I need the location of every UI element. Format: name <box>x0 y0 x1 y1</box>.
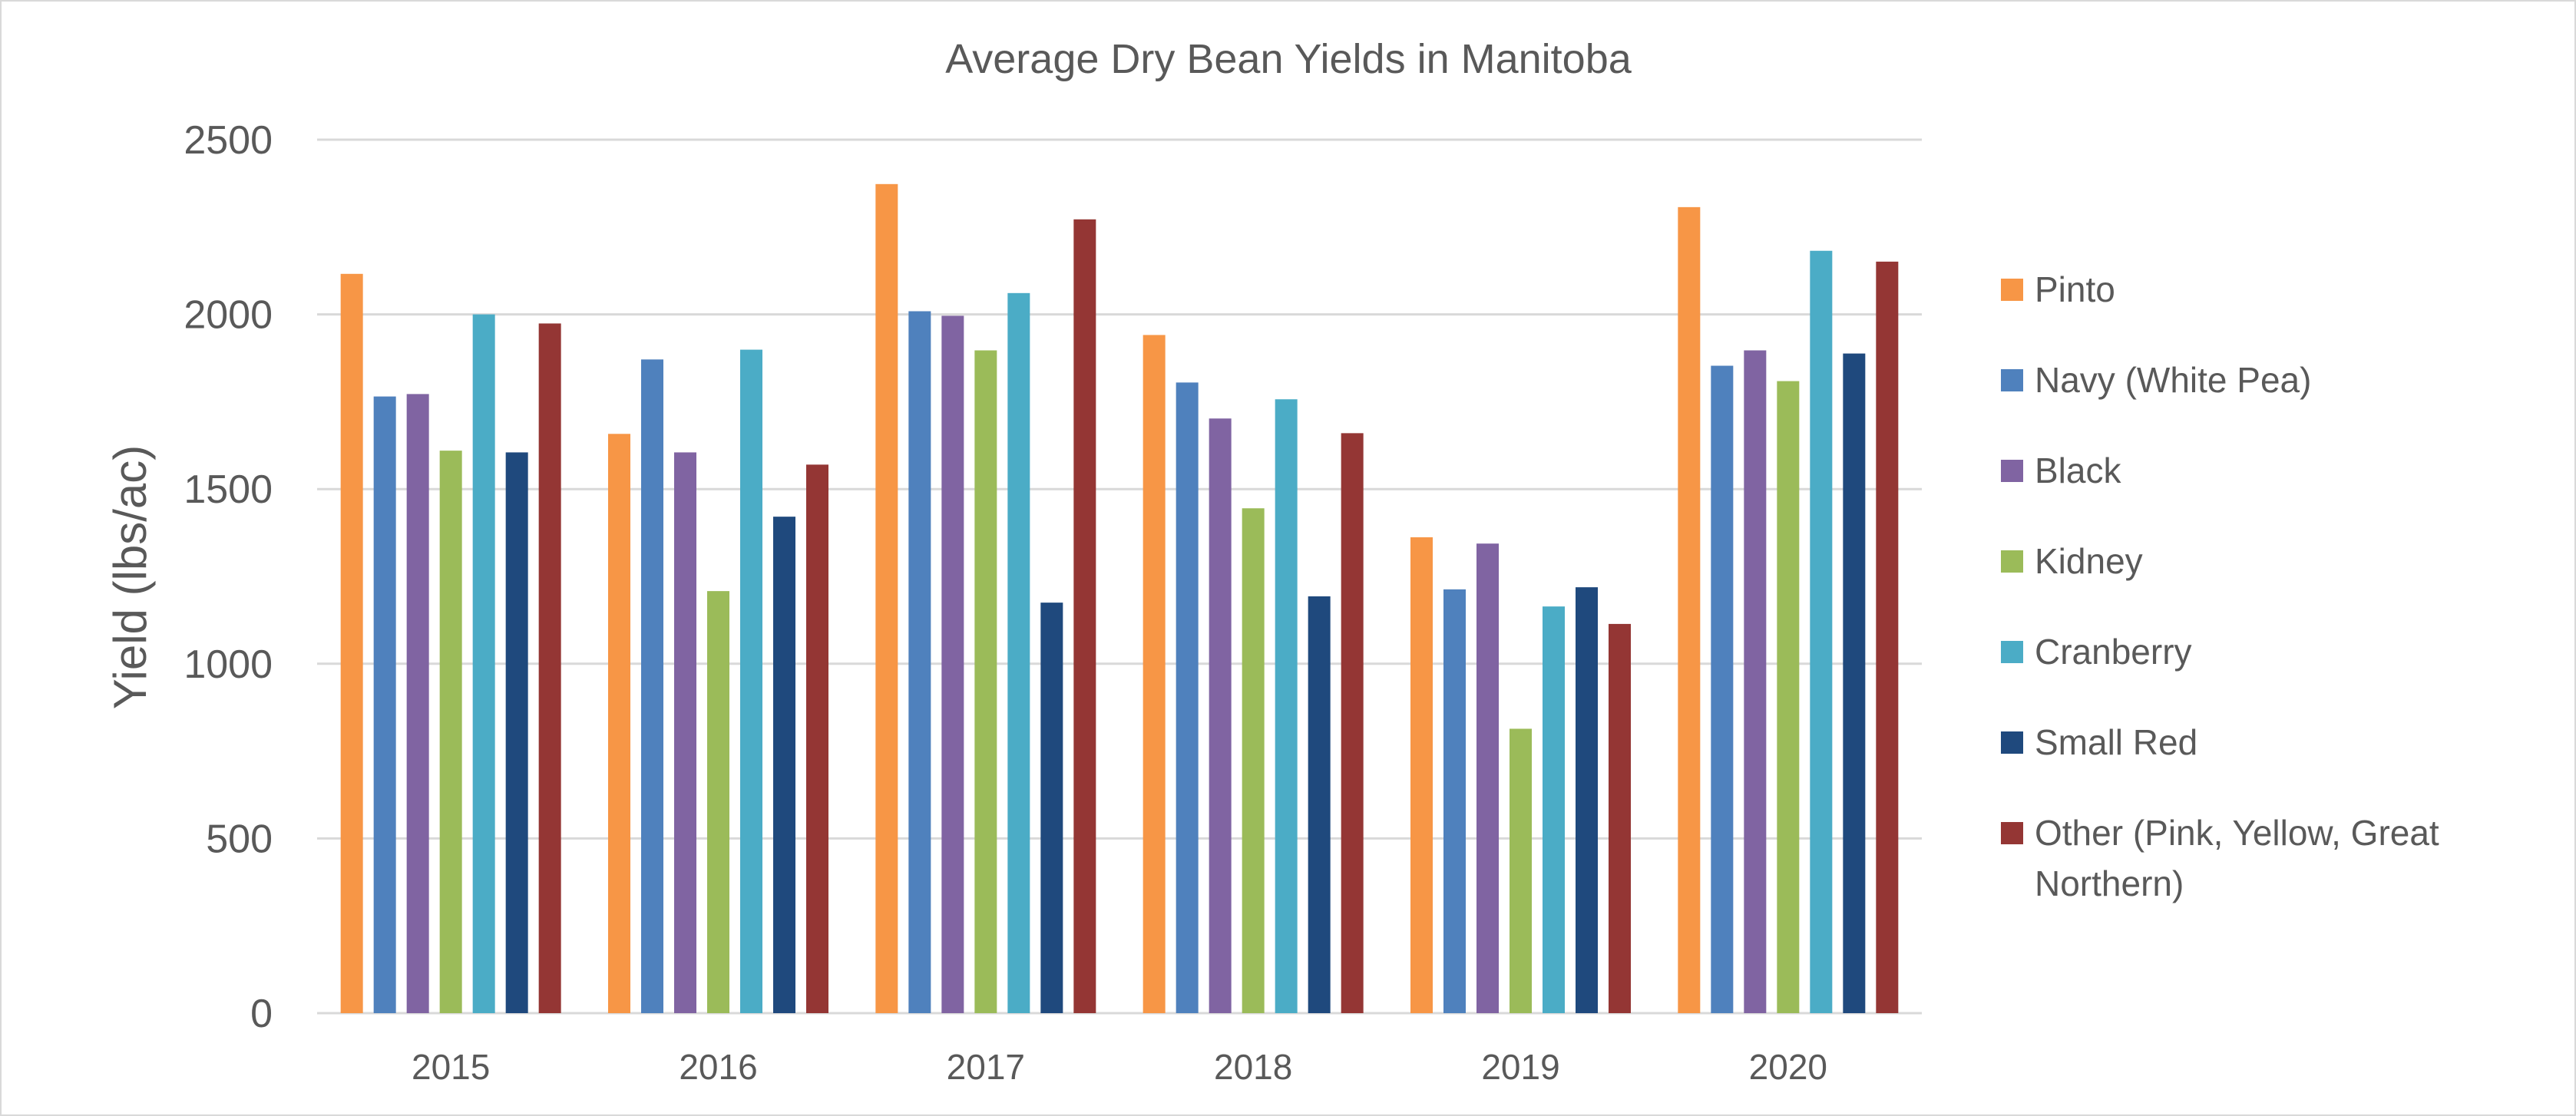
x-tick-label: 2020 <box>1749 1047 1827 1087</box>
legend-label: Kidney <box>2035 541 2143 581</box>
bar-other-2015 <box>538 323 561 1014</box>
y-axis-title: Yield (lbs/ac) <box>104 445 156 710</box>
bar-small-2019 <box>1576 587 1598 1013</box>
legend-item: Pinto <box>2001 269 2115 309</box>
bar-kidney-2015 <box>439 451 462 1013</box>
legend-label: Cranberry <box>2035 632 2192 672</box>
legend: Pinto Navy (White Pea) Black Kidney Cranberr… <box>2001 269 2439 903</box>
bar-other-2018 <box>1341 433 1364 1013</box>
bar-kidney-2019 <box>1510 728 1532 1013</box>
bar-pinto-2015 <box>340 273 363 1013</box>
legend-swatch <box>2001 822 2023 844</box>
legend-swatch <box>2001 550 2023 573</box>
bar-navy-2015 <box>373 396 396 1013</box>
legend-swatch <box>2001 369 2023 391</box>
bar-navy-2020 <box>1711 365 1734 1013</box>
bar-pinto-2020 <box>1678 206 1701 1013</box>
bar-pinto-2018 <box>1143 335 1166 1013</box>
bar-small-2015 <box>505 452 528 1013</box>
bar-kidney-2016 <box>707 591 729 1013</box>
bar-cranberry-2019 <box>1543 606 1565 1013</box>
legend-item: Navy (White Pea) <box>2001 360 2311 400</box>
bar-navy-2018 <box>1176 382 1199 1013</box>
legend-label: Northern) <box>2035 863 2184 903</box>
chart-title: Average Dry Bean Yields in Manitoba <box>945 36 1632 82</box>
bar-other-2016 <box>806 464 828 1013</box>
y-tick-label: 2500 <box>184 118 273 163</box>
bar-other-2020 <box>1876 261 1899 1013</box>
legend-item: Black <box>2001 451 2121 490</box>
bar-navy-2019 <box>1443 589 1466 1013</box>
legend-label: Small Red <box>2035 722 2197 762</box>
bar-other-2017 <box>1073 219 1096 1013</box>
legend-swatch <box>2001 641 2023 663</box>
y-tick-label: 0 <box>250 992 273 1036</box>
legend-label: Navy (White Pea) <box>2035 360 2311 400</box>
bar-other-2019 <box>1609 623 1631 1013</box>
bar-kidney-2020 <box>1777 381 1800 1013</box>
legend-item: Kidney <box>2001 541 2143 581</box>
bar-small-2018 <box>1308 596 1331 1013</box>
bar-cranberry-2017 <box>1007 292 1030 1014</box>
bar-small-2017 <box>1040 603 1063 1013</box>
y-tick-label: 500 <box>206 817 273 861</box>
bar-cranberry-2015 <box>472 314 495 1014</box>
legend-label: Other (Pink, Yellow, Great <box>2035 813 2439 853</box>
legend-label: Black <box>2035 451 2121 490</box>
y-axis-ticks: 0 500 1000 1500 2000 2500 <box>184 118 273 1036</box>
bar-black-2018 <box>1209 418 1232 1013</box>
bar-black-2015 <box>406 394 429 1013</box>
x-tick-label: 2019 <box>1481 1047 1559 1087</box>
bar-cranberry-2020 <box>1810 250 1833 1013</box>
bar-cranberry-2016 <box>740 349 762 1013</box>
x-tick-label: 2018 <box>1214 1047 1292 1087</box>
bar-small-2020 <box>1843 353 1866 1013</box>
bar-black-2017 <box>941 315 964 1014</box>
y-tick-label: 2000 <box>184 293 273 338</box>
legend-item: Other (Pink, Yellow, Great Northern) <box>2001 813 2439 903</box>
bar-navy-2016 <box>641 359 663 1013</box>
bar-pinto-2019 <box>1410 537 1433 1013</box>
legend-item: Small Red <box>2001 722 2197 762</box>
bar-pinto-2017 <box>875 183 898 1013</box>
bar-navy-2017 <box>908 311 931 1014</box>
bar-kidney-2017 <box>974 350 997 1013</box>
bar-black-2016 <box>674 452 696 1013</box>
legend-swatch <box>2001 460 2023 482</box>
legend-swatch <box>2001 731 2023 754</box>
bar-black-2020 <box>1744 350 1767 1013</box>
bar-black-2019 <box>1476 543 1499 1013</box>
legend-label: Pinto <box>2035 269 2115 309</box>
x-tick-label: 2015 <box>412 1047 490 1087</box>
y-tick-label: 1000 <box>184 642 273 687</box>
gridlines <box>317 138 1922 1015</box>
bar-kidney-2018 <box>1242 508 1265 1013</box>
legend-swatch <box>2001 279 2023 301</box>
x-axis-ticks: 2015 2016 2017 2018 2019 2020 <box>412 1047 1827 1087</box>
x-tick-label: 2017 <box>947 1047 1025 1087</box>
legend-item: Cranberry <box>2001 632 2192 672</box>
y-tick-label: 1500 <box>184 467 273 512</box>
bar-small-2016 <box>773 517 795 1013</box>
bar-pinto-2016 <box>608 434 630 1013</box>
bar-cranberry-2018 <box>1275 399 1298 1013</box>
bars <box>340 183 1899 1014</box>
x-tick-label: 2016 <box>679 1047 757 1087</box>
